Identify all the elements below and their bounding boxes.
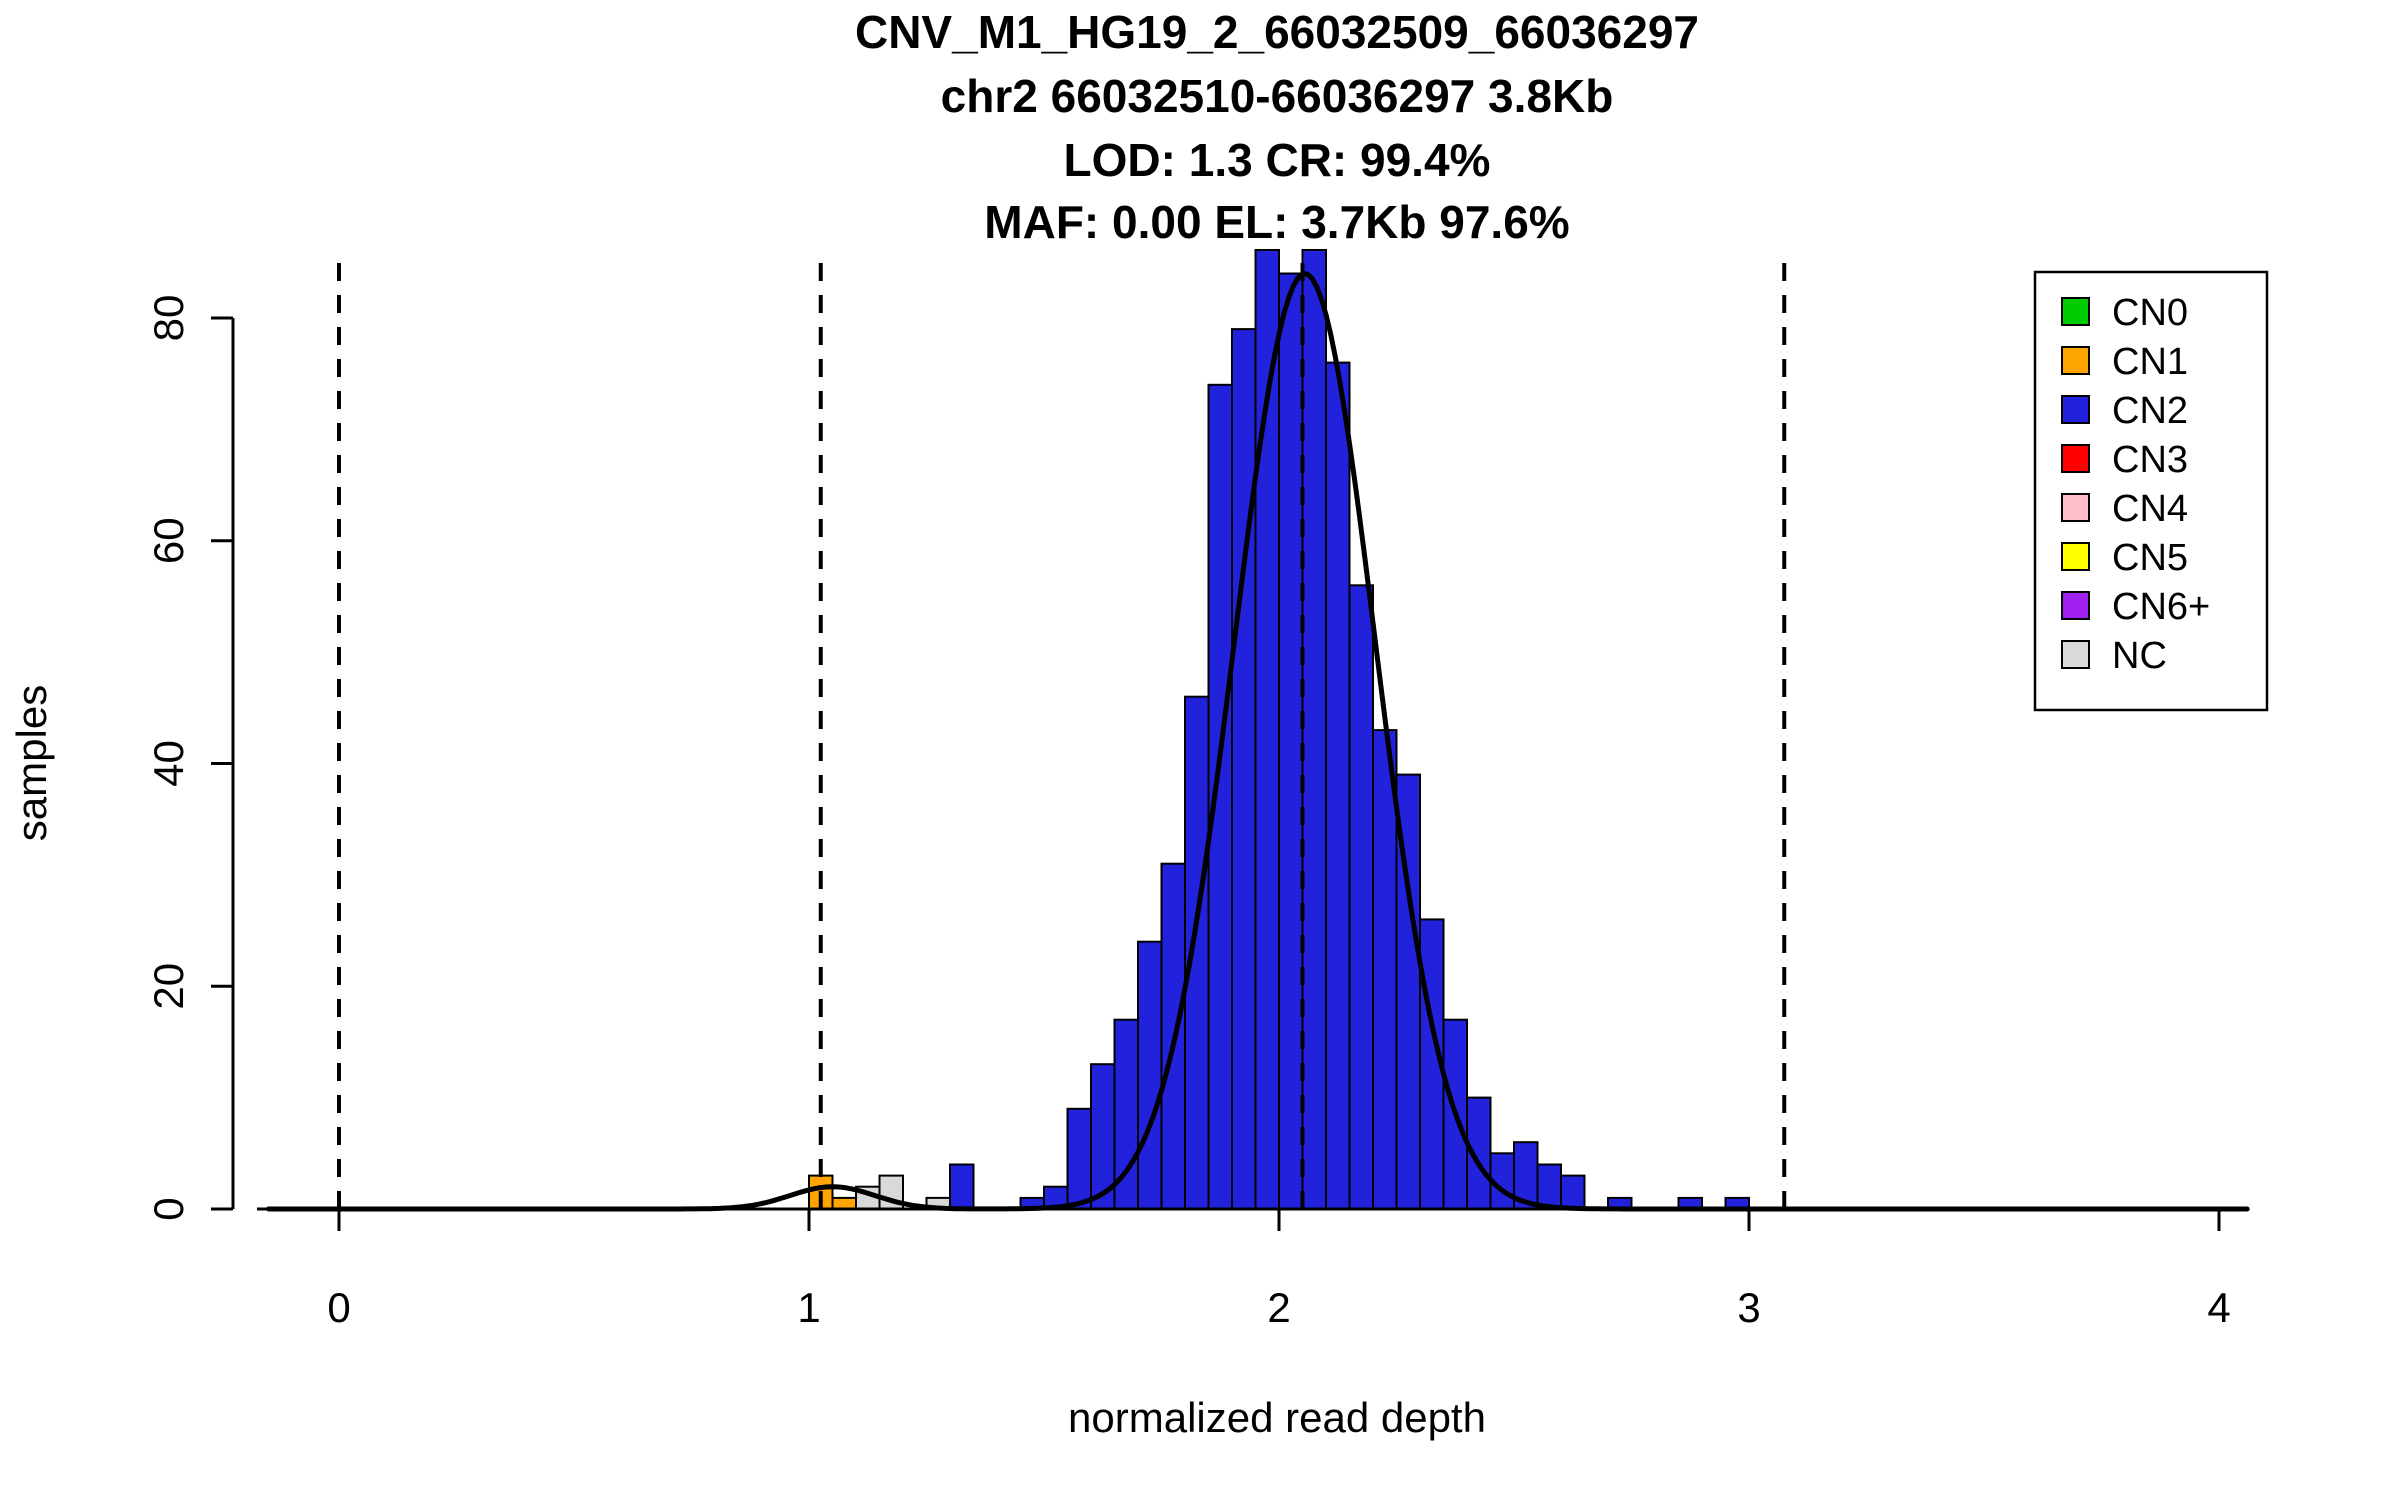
histogram-bar-cn2 (1372, 729, 1398, 1210)
legend-label: CN2 (2112, 390, 2188, 432)
chart-title-line4: MAF: 0.00 EL: 3.7Kb 97.6% (984, 196, 1569, 248)
legend-label: CN5 (2112, 537, 2188, 579)
legend-label: CN1 (2112, 341, 2188, 383)
legend-swatch-cn0 (2061, 297, 2090, 326)
histogram-bar-cn2 (1066, 1107, 1092, 1211)
histogram-bar-cn2 (1137, 940, 1163, 1210)
chart-title-line1: CNV_M1_HG19_2_66032509_66036297 (855, 6, 1699, 58)
legend-swatch-cn1 (2061, 346, 2090, 375)
legend-label: CN0 (2112, 292, 2188, 334)
legend-swatch-cn2 (2061, 395, 2090, 424)
histogram-bar-cn1 (831, 1196, 857, 1211)
histogram-bar-cn2 (1325, 361, 1351, 1211)
histogram-bar-cn2 (1301, 249, 1327, 1210)
legend-swatch-cn4 (2061, 493, 2090, 522)
legend-label: CN6+ (2112, 586, 2210, 628)
histogram-bar-cn2 (1207, 383, 1233, 1210)
legend-label: CN4 (2112, 488, 2188, 530)
legend-swatch-cn6plus (2061, 591, 2090, 620)
histogram-bar-cn2 (1536, 1163, 1562, 1210)
y-tick-label: 40 (145, 740, 192, 787)
x-tick-label: 4 (2207, 1284, 2230, 1331)
y-tick-label: 80 (145, 295, 192, 342)
histogram-bar-cn2 (1560, 1174, 1586, 1210)
legend-label: CN3 (2112, 439, 2188, 481)
legend-swatch-cn5 (2061, 542, 2090, 571)
legend-swatch-nc (2061, 640, 2090, 669)
histogram-bar-cn2 (1348, 584, 1374, 1210)
chart-title-line2: chr2 66032510-66036297 3.8Kb (941, 70, 1614, 122)
y-axis-label: samples (8, 685, 55, 841)
y-tick-label: 60 (145, 517, 192, 564)
chart-title-line3: LOD: 1.3 CR: 99.4% (1064, 134, 1491, 186)
histogram-bar-cn2 (1278, 272, 1304, 1210)
x-axis-label: normalized read depth (1068, 1394, 1486, 1441)
legend-box (2033, 270, 2269, 712)
y-tick-label: 20 (145, 963, 192, 1010)
x-tick-label: 0 (327, 1284, 350, 1331)
legend-label: NC (2112, 635, 2167, 677)
histogram-bar-cn2 (1231, 328, 1257, 1211)
x-tick-label: 1 (797, 1284, 820, 1331)
legend-swatch-cn3 (2061, 444, 2090, 473)
y-tick-label: 0 (145, 1197, 192, 1220)
x-tick-label: 2 (1267, 1284, 1290, 1331)
histogram-bar-cn2 (1184, 695, 1210, 1210)
histogram-bar-cn2 (949, 1163, 975, 1210)
x-tick-label: 3 (1737, 1284, 1760, 1331)
